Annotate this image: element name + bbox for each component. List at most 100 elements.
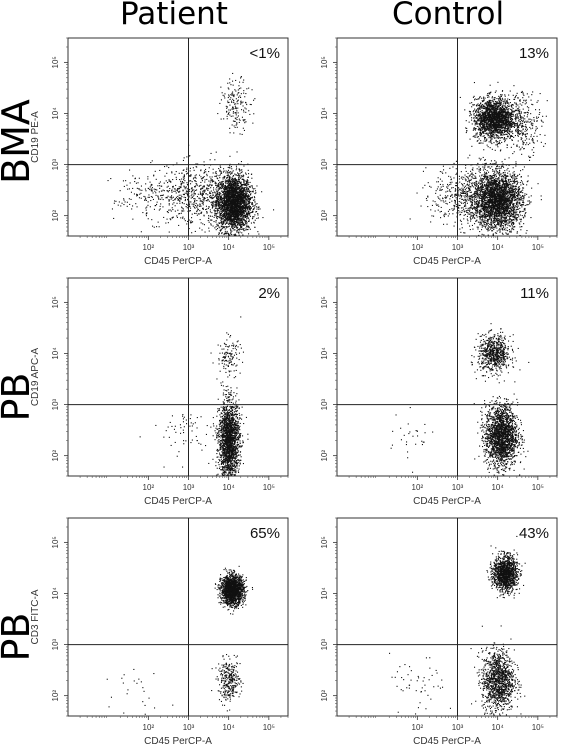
data-point [225,194,227,196]
data-point [222,205,224,207]
data-point [209,181,211,183]
data-point [231,187,233,189]
data-point [220,225,222,227]
data-point [223,193,225,195]
data-point [219,222,221,224]
data-point [207,185,209,187]
data-point [153,226,155,228]
data-point [223,226,225,228]
data-point [191,187,193,189]
data-point [180,198,182,200]
data-point [229,104,231,106]
data-point [235,179,237,181]
data-point [513,196,515,198]
data-point [229,197,231,199]
data-point [227,213,229,215]
data-point [239,210,241,212]
data-point [235,212,237,214]
data-point [240,87,242,89]
data-point [217,198,219,200]
data-point [241,205,243,207]
data-point [474,188,476,190]
data-point [236,231,238,233]
data-point [241,222,243,224]
data-point [242,184,244,186]
data-point [237,205,239,207]
data-point [204,189,206,191]
data-point [226,199,228,201]
data-point [239,205,241,207]
data-point [237,193,239,195]
data-point [477,226,479,228]
data-point [232,224,234,226]
data-point [519,194,521,196]
data-point [239,195,241,197]
data-point [221,220,223,222]
data-point [201,229,203,231]
data-point [201,194,203,196]
data-point [513,210,515,212]
data-point [191,181,193,183]
data-point [506,169,508,171]
data-point [471,224,473,226]
data-point [486,193,488,195]
data-point [222,215,224,217]
data-point [493,226,495,228]
data-point [220,99,222,101]
data-point [153,175,155,177]
data-point [226,217,228,219]
data-point [504,219,506,221]
data-point [244,206,246,208]
data-point [236,191,238,193]
data-point [237,212,239,214]
data-point [131,208,133,210]
data-point [210,197,212,199]
data-point [184,220,186,222]
data-point [232,212,234,214]
data-point [518,186,520,188]
data-point [146,212,148,214]
data-point [218,209,220,211]
data-point [242,81,244,83]
data-point [211,204,213,206]
data-point [248,203,250,205]
data-point [229,210,231,212]
data-point [239,187,241,189]
data-point [151,187,153,189]
data-point [232,202,234,204]
data-point [189,175,191,177]
data-point [205,209,207,211]
data-point [236,216,238,218]
data-point [115,200,117,202]
data-point [185,186,187,188]
data-point [224,223,226,225]
data-point [212,180,214,182]
data-point [236,205,238,207]
data-point [515,218,517,220]
data-point [224,207,226,209]
data-point [235,118,237,120]
data-point [217,197,219,199]
data-point [239,191,241,193]
data-point [490,214,492,216]
data-point [508,207,510,209]
data-point [244,183,246,185]
data-point [240,209,242,211]
data-point [514,173,516,175]
data-point [211,215,213,217]
data-point [242,127,244,129]
data-point [209,209,211,211]
data-point [237,200,239,202]
data-point [242,197,244,199]
data-point [492,225,494,227]
data-point [182,169,184,171]
data-point [516,199,518,201]
data-point [222,206,224,208]
data-point [168,190,170,192]
data-point [234,120,236,122]
data-point [200,176,202,178]
data-point [220,86,222,88]
data-point [160,198,162,200]
data-point [209,195,211,197]
data-point [233,220,235,222]
